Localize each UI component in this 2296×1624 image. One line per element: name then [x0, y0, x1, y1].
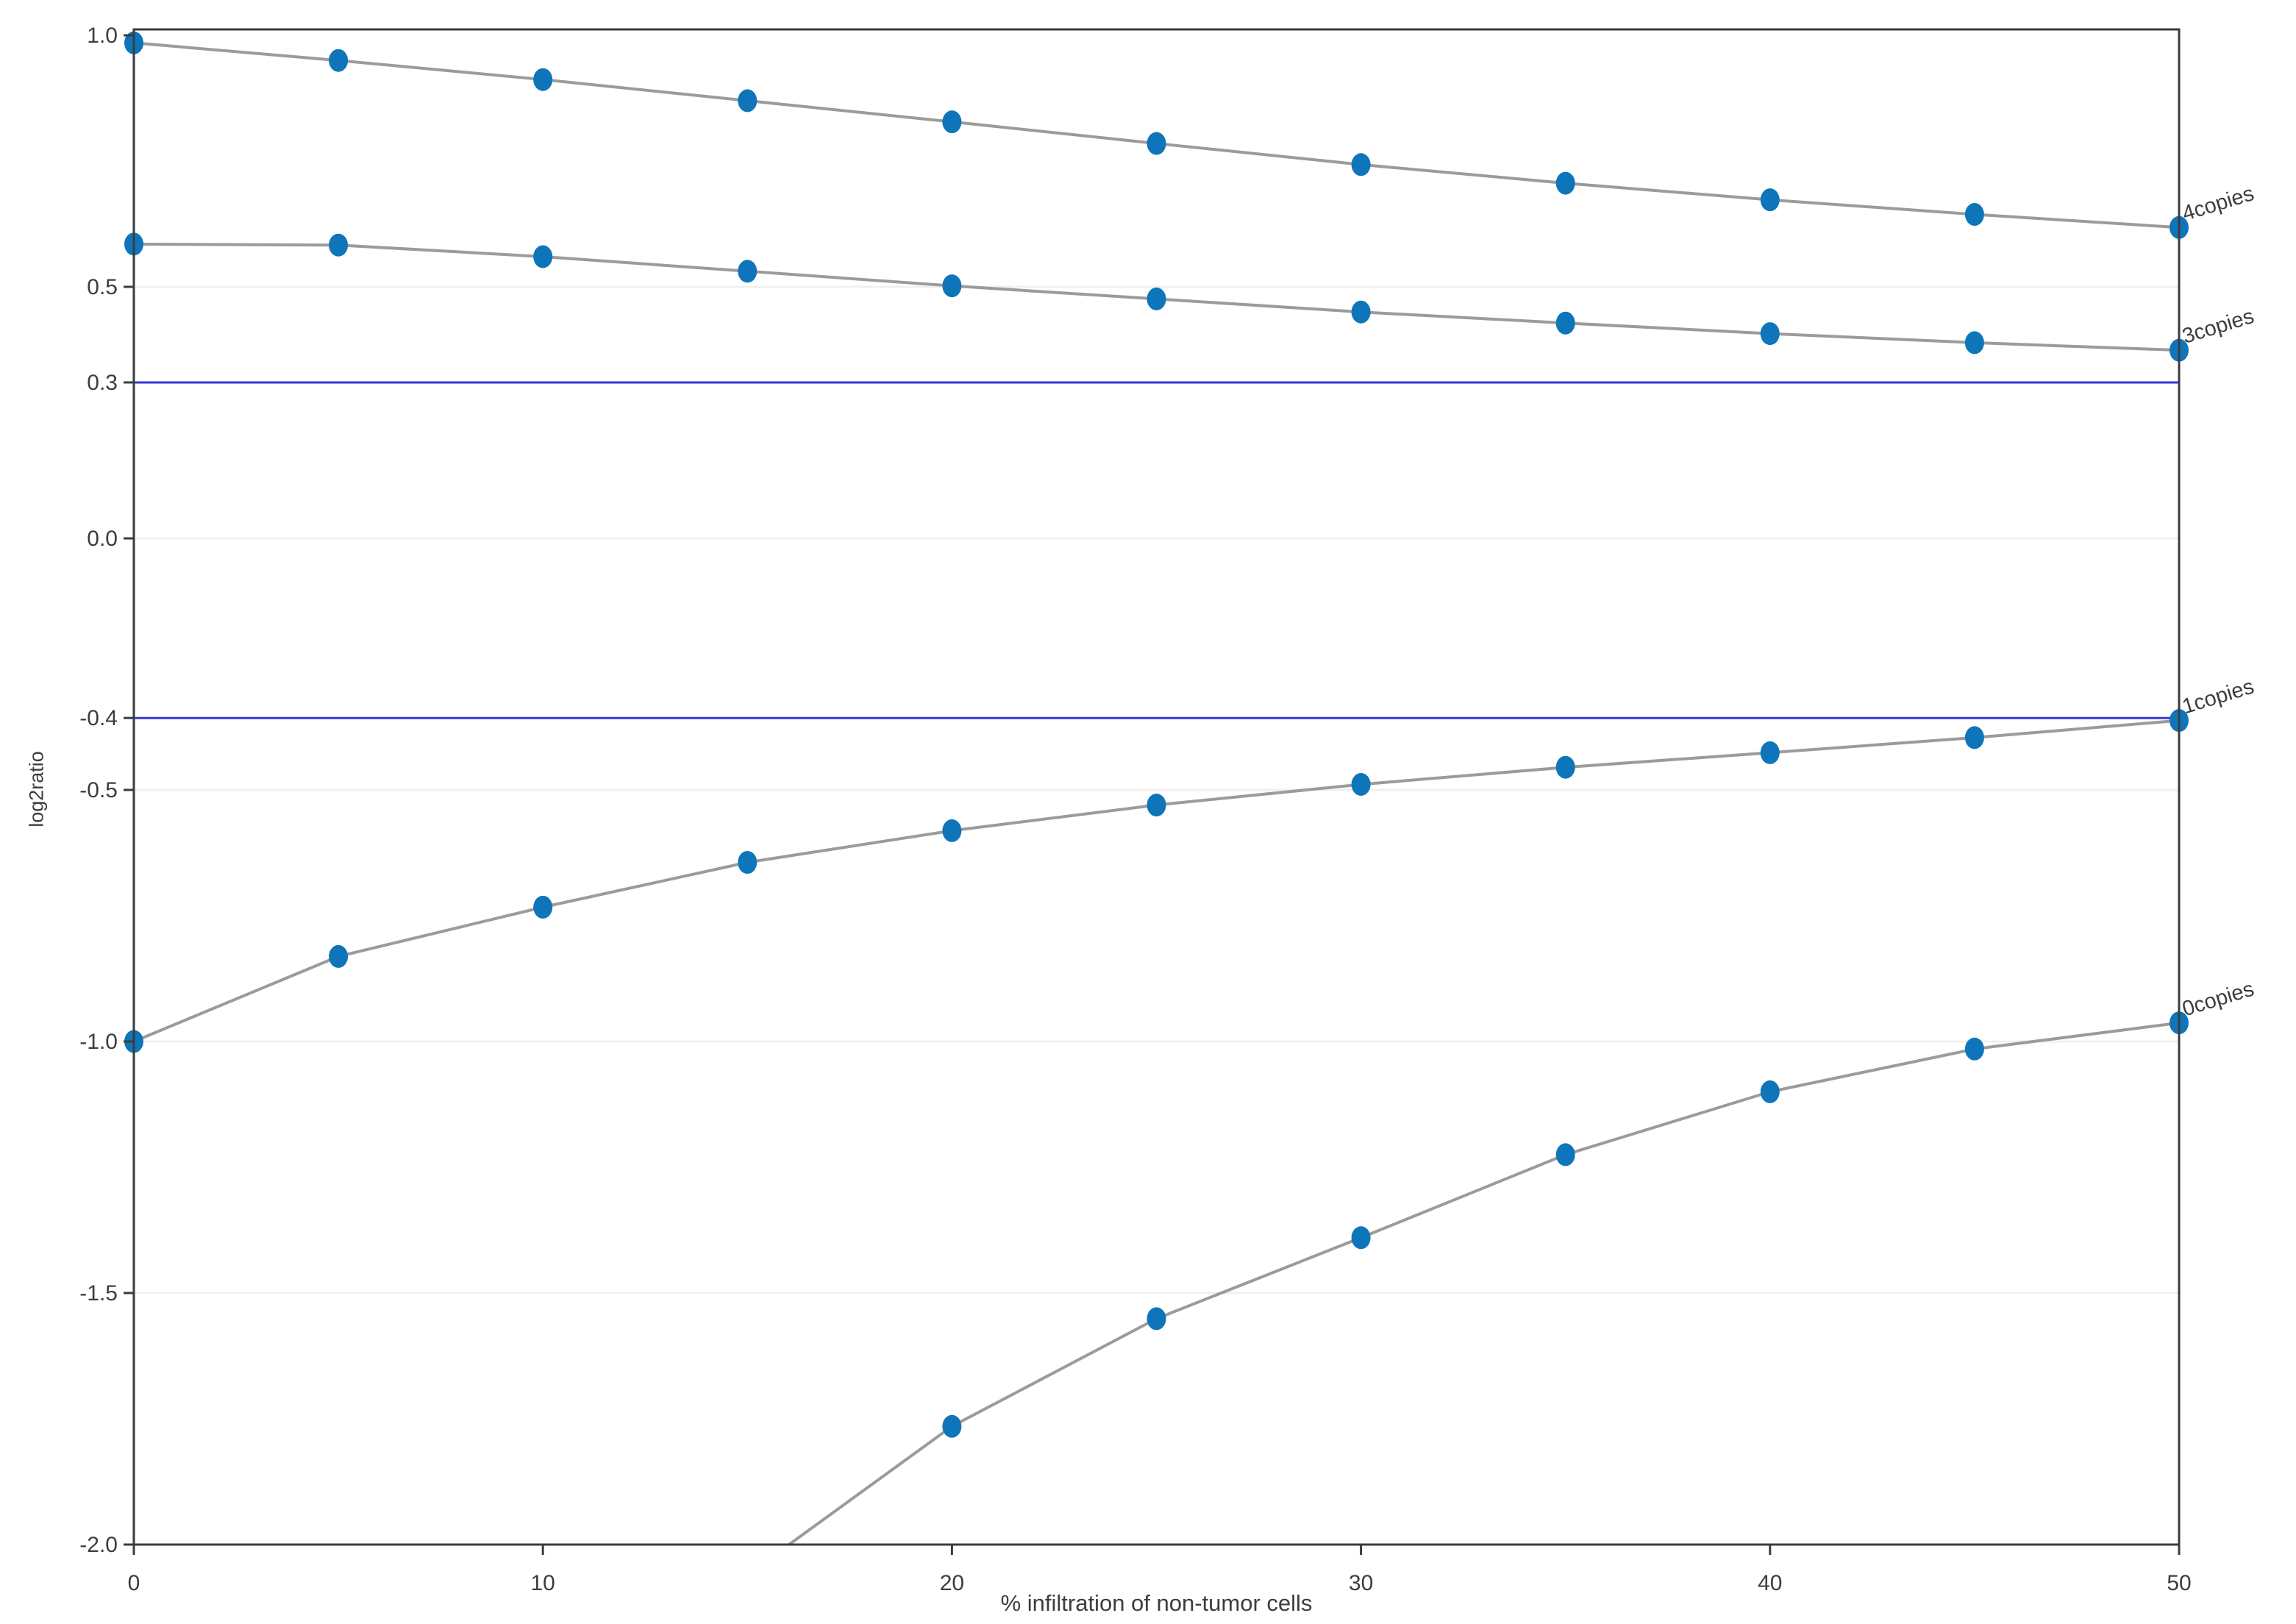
marker-4copies [1351, 153, 1371, 177]
marker-3copies [942, 274, 962, 298]
marker-1copies [1555, 755, 1575, 779]
marker-4copies [1760, 188, 1780, 212]
marker-1copies [1147, 794, 1166, 817]
y-tick-label: -2.0 [79, 1533, 118, 1557]
marker-1copies [533, 895, 553, 919]
marker-3copies [738, 260, 757, 283]
marker-3copies [533, 245, 553, 268]
x-tick-label: 10 [531, 1571, 555, 1595]
marker-4copies [1147, 132, 1166, 155]
y-tick-label: -1.0 [79, 1030, 118, 1054]
y-tick-label: -1.5 [79, 1281, 118, 1306]
marker-0copies [1555, 1143, 1575, 1167]
curve-0copies [786, 1021, 2180, 1545]
marker-1copies [1964, 726, 1984, 749]
marker-1copies [1351, 772, 1371, 796]
x-tick-label: 50 [2167, 1571, 2191, 1595]
marker-1copies [738, 850, 757, 874]
curve-1copies [133, 719, 2180, 1043]
y-tick-label: 1.0 [87, 24, 118, 48]
x-tick-label: 20 [940, 1571, 964, 1595]
marker-0copies [1964, 1037, 1984, 1061]
marker-4copies [1964, 203, 1984, 227]
marker-1copies [942, 819, 962, 842]
marker-4copies [533, 68, 553, 91]
marker-0copies [942, 1414, 962, 1438]
y-tick-label: -0.5 [79, 778, 118, 802]
series-label-3copies: 3copies [2180, 304, 2257, 349]
marker-1copies [329, 944, 349, 968]
series-label-4copies: 4copies [2180, 182, 2257, 226]
marker-3copies [1147, 287, 1166, 310]
y-threshold-label: -0.4 [79, 706, 118, 730]
y-axis-title: log2ratio [25, 751, 48, 827]
x-tick-label: 0 [128, 1571, 140, 1595]
x-axis-title: % infiltration of non-tumor cells [1000, 1590, 1313, 1616]
marker-4copies [329, 49, 349, 72]
marker-4copies [738, 89, 757, 113]
plot-border [132, 28, 2181, 1546]
marker-0copies [1147, 1307, 1166, 1331]
x-tick-label: 30 [1349, 1571, 1373, 1595]
marker-3copies [1555, 311, 1575, 335]
y-tick-label: 0.5 [87, 275, 118, 299]
marker-3copies [329, 233, 349, 257]
marker-0copies [1351, 1226, 1371, 1250]
marker-3copies [1351, 300, 1371, 324]
y-tick-label: 0.0 [87, 527, 118, 551]
marker-4copies [1555, 171, 1575, 195]
marker-4copies [942, 110, 962, 134]
y-threshold-label: 0.3 [87, 371, 118, 395]
marker-3copies [1964, 331, 1984, 355]
marker-0copies [1760, 1080, 1780, 1103]
series-label-1copies: 1copies [2180, 674, 2257, 719]
x-tick-label: 40 [1758, 1571, 1782, 1595]
marker-1copies [1760, 741, 1780, 764]
series-label-0copies: 0copies [2180, 977, 2257, 1022]
marker-3copies [1760, 322, 1780, 346]
